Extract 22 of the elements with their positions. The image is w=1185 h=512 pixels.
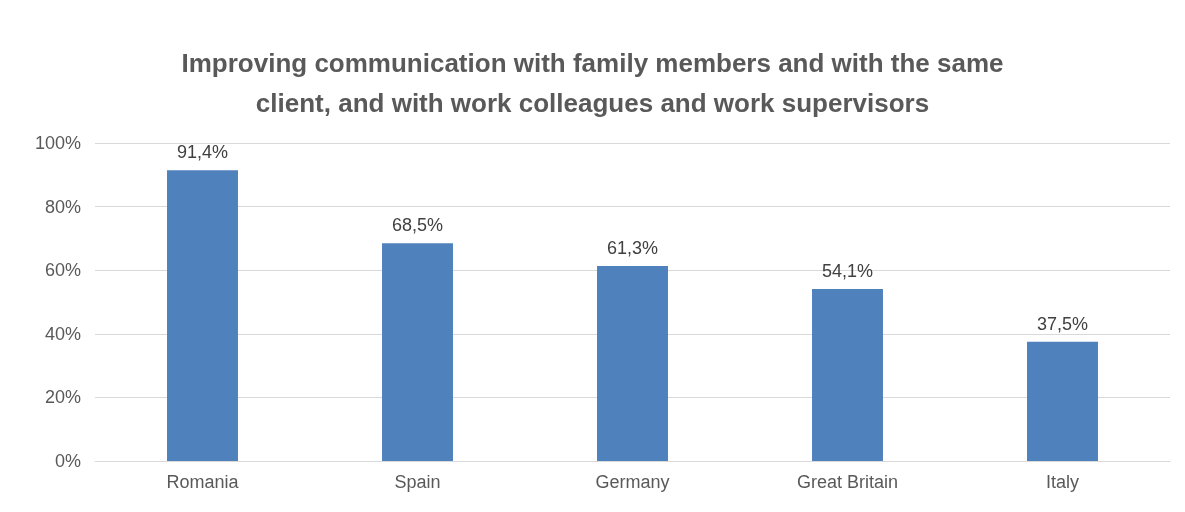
y-tick-label: 80% <box>44 196 81 217</box>
x-tick-label: Romania <box>166 472 240 492</box>
bar <box>382 243 453 461</box>
bar <box>812 288 883 461</box>
x-tick-label: Germany <box>595 472 670 492</box>
x-tick-label: Spain <box>394 472 441 492</box>
data-label: 37,5% <box>1036 313 1089 334</box>
y-tick-label: 100% <box>34 133 81 153</box>
data-label: 68,5% <box>391 215 444 236</box>
bar <box>1027 341 1098 461</box>
data-label: 61,3% <box>606 238 659 259</box>
bar <box>597 266 668 461</box>
y-tick-label: 60% <box>44 260 81 281</box>
y-tick-label: 0% <box>54 451 81 471</box>
data-label: 91,4% <box>176 142 229 163</box>
chart-title: Improving communication with family members and with the same client, and with work colleagues and work supervisors <box>181 48 1004 118</box>
data-label: 54,1% <box>821 260 874 281</box>
x-tick-label: Great Britain <box>796 472 899 492</box>
y-tick-label: 20% <box>44 387 81 408</box>
bar <box>167 170 238 461</box>
x-tick-label: Italy <box>1045 472 1080 492</box>
y-tick-label: 40% <box>44 323 81 344</box>
